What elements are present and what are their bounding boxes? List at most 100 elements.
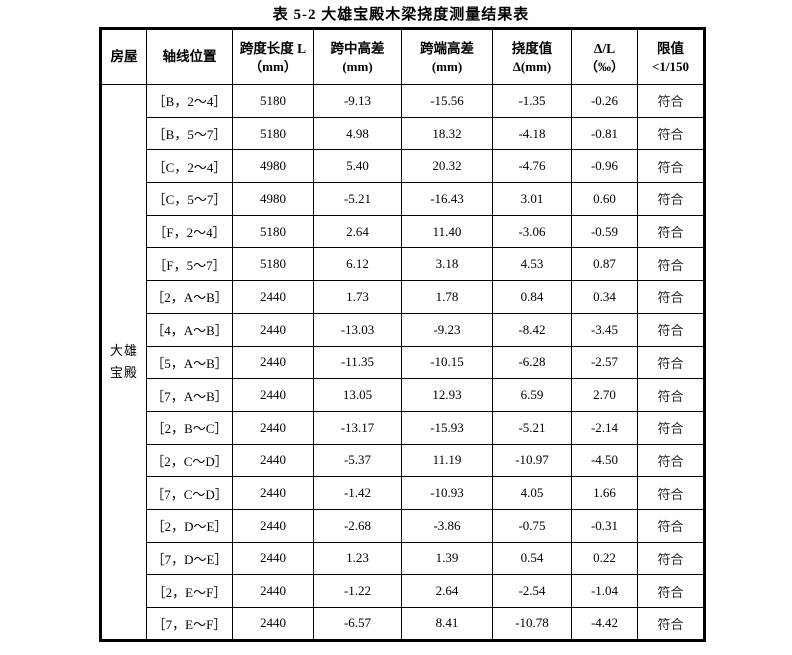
deflection-value-cell: -2.54 (492, 574, 572, 608)
span-end-diff-cell: 12.93 (401, 378, 493, 412)
table-header-row: 房屋 轴线位置 跨度长度 L （mm） 跨中高差 (mm) 跨端高差 (mm) 挠度值 Δ(mm)… (100, 28, 705, 85)
axis-position-cell: ［C，5～7］ (146, 182, 233, 216)
span-length-cell: 2440 (232, 378, 314, 412)
column-header-6: Δ/L （‰） (571, 28, 638, 85)
mid-span-diff-cell: -2.68 (313, 508, 402, 543)
table-row: ［2，C～D］ 2440 -5.37 11.19 -10.97 -4.50 符合 (101, 443, 705, 478)
result-cell: 符合 (637, 345, 705, 380)
deflection-value-cell: -5.21 (492, 410, 572, 445)
table-row: ［C，2～4］ 4980 5.40 20.32 -4.76 -0.96 符合 (101, 149, 705, 184)
result-cell: 符合 (637, 84, 705, 118)
ratio-cell: 0.22 (571, 541, 638, 576)
span-length-cell: 2440 (232, 541, 314, 576)
deflection-value-cell: 0.84 (492, 280, 572, 314)
table-body: 大雄 宝殿 ［B，2～4］ 5180 -9.13 -15.56 -1.35 -0.26 符合 ［B… (100, 84, 705, 641)
result-cell: 符合 (637, 541, 705, 576)
span-end-diff-cell: 1.39 (401, 541, 493, 576)
axis-position-cell: ［C，2～4］ (146, 149, 233, 184)
ratio-cell: -0.96 (571, 149, 638, 184)
header-line1: 挠度值 (511, 40, 553, 56)
deflection-value-cell: -1.35 (492, 84, 572, 118)
building-name-line: 大雄 (109, 342, 138, 358)
deflection-value-cell: -8.42 (492, 312, 572, 347)
ratio-cell: 0.60 (571, 182, 638, 216)
mid-span-diff-cell: -5.21 (313, 182, 402, 216)
table-row: ［2，E～F］ 2440 -1.22 2.64 -2.54 -1.04 符合 (101, 574, 705, 608)
deflection-value-cell: -6.28 (492, 345, 572, 380)
mid-span-diff-cell: -6.57 (313, 607, 402, 641)
header-line2: <1/150 (651, 59, 690, 75)
ratio-cell: -2.14 (571, 410, 638, 445)
header-line2: （mm） (249, 59, 297, 75)
span-length-cell: 5180 (232, 116, 314, 151)
ratio-cell: 0.87 (571, 247, 638, 282)
result-cell: 符合 (637, 607, 705, 641)
mid-span-diff-cell: -1.42 (313, 476, 402, 510)
header-line1: 跨度长度 L (239, 40, 307, 56)
table-row: ［F，5～7］ 5180 6.12 3.18 4.53 0.87 符合 (101, 247, 705, 282)
column-header-7: 限值 <1/150 (637, 28, 705, 85)
deflection-value-cell: -0.75 (492, 508, 572, 543)
mid-span-diff-cell: -5.37 (313, 443, 402, 478)
span-length-cell: 2440 (232, 476, 314, 510)
axis-position-cell: ［2，E～F］ (146, 574, 233, 608)
mid-span-diff-cell: -11.35 (313, 345, 402, 380)
table-row: ［7，A～B］ 2440 13.05 12.93 6.59 2.70 符合 (101, 378, 705, 412)
ratio-cell: -0.81 (571, 116, 638, 151)
header-line1: 跨端高差 (420, 40, 474, 56)
table-row: ［F，2～4］ 5180 2.64 11.40 -3.06 -0.59 符合 (101, 214, 705, 249)
span-length-cell: 5180 (232, 247, 314, 282)
result-cell: 符合 (637, 443, 705, 478)
mid-span-diff-cell: 13.05 (313, 378, 402, 412)
axis-position-cell: ［2，A～B］ (146, 280, 233, 314)
mid-span-diff-cell: 1.73 (313, 280, 402, 314)
span-end-diff-cell: 3.18 (401, 247, 493, 282)
mid-span-diff-cell: 4.98 (313, 116, 402, 151)
span-length-cell: 2440 (232, 312, 314, 347)
ratio-cell: -0.26 (571, 84, 638, 118)
result-cell: 符合 (637, 182, 705, 216)
mid-span-diff-cell: 2.64 (313, 214, 402, 249)
span-length-cell: 2440 (232, 410, 314, 445)
result-cell: 符合 (637, 149, 705, 184)
span-end-diff-cell: 1.78 (401, 280, 493, 314)
span-length-cell: 5180 (232, 84, 314, 118)
ratio-cell: -4.42 (571, 607, 638, 641)
deflection-value-cell: 3.01 (492, 182, 572, 216)
deflection-value-cell: -3.06 (492, 214, 572, 249)
deflection-measurement-table: 房屋 轴线位置 跨度长度 L （mm） 跨中高差 (mm) 跨端高差 (mm) 挠度值 Δ(mm)… (99, 27, 706, 642)
column-header-0: 房屋 (100, 28, 147, 85)
table-row: 大雄 宝殿 ［B，2～4］ 5180 -9.13 -15.56 -1.35 -0.26 符合 (100, 84, 705, 641)
result-cell: 符合 (637, 247, 705, 282)
axis-position-cell: ［2，C～D］ (146, 443, 233, 478)
ratio-cell: -0.59 (571, 214, 638, 249)
table-row: ［5，A～B］ 2440 -11.35 -10.15 -6.28 -2.57 符合 (101, 345, 705, 380)
span-end-diff-cell: -15.56 (401, 84, 493, 118)
span-end-diff-cell: -9.23 (401, 312, 493, 347)
axis-position-cell: ［7，D～E］ (146, 541, 233, 576)
table-row: ［2，A～B］ 2440 1.73 1.78 0.84 0.34 符合 (101, 280, 705, 314)
table-title: 表 5-2 大雄宝殿木梁挠度测量结果表 (272, 7, 530, 23)
span-length-cell: 4980 (232, 149, 314, 184)
axis-position-cell: ［7，E～F］ (146, 607, 233, 641)
result-cell: 符合 (637, 214, 705, 249)
result-cell: 符合 (637, 476, 705, 510)
deflection-value-cell: -10.78 (492, 607, 572, 641)
table-row: ［7，E～F］ 2440 -6.57 8.41 -10.78 -4.42 符合 (101, 607, 705, 641)
mid-span-diff-cell: 1.23 (313, 541, 402, 576)
mid-span-diff-cell: 6.12 (313, 247, 402, 282)
result-cell: 符合 (637, 574, 705, 608)
result-cell: 符合 (637, 508, 705, 543)
span-end-diff-cell: -15.93 (401, 410, 493, 445)
column-header-3: 跨中高差 (mm) (313, 28, 402, 85)
ratio-cell: 0.34 (571, 280, 638, 314)
axis-position-cell: ［7，C～D］ (146, 476, 233, 510)
axis-position-cell: ［B，2～4］ (146, 84, 233, 118)
header-line2: （‰） (584, 59, 624, 75)
span-end-diff-cell: -16.43 (401, 182, 493, 216)
mid-span-diff-cell: -1.22 (313, 574, 402, 608)
table-row: ［2，B～C］ 2440 -13.17 -15.93 -5.21 -2.14 符合 (101, 410, 705, 445)
span-end-diff-cell: 18.32 (401, 116, 493, 151)
column-header-1: 轴线位置 (146, 28, 233, 85)
span-end-diff-cell: -10.93 (401, 476, 493, 510)
